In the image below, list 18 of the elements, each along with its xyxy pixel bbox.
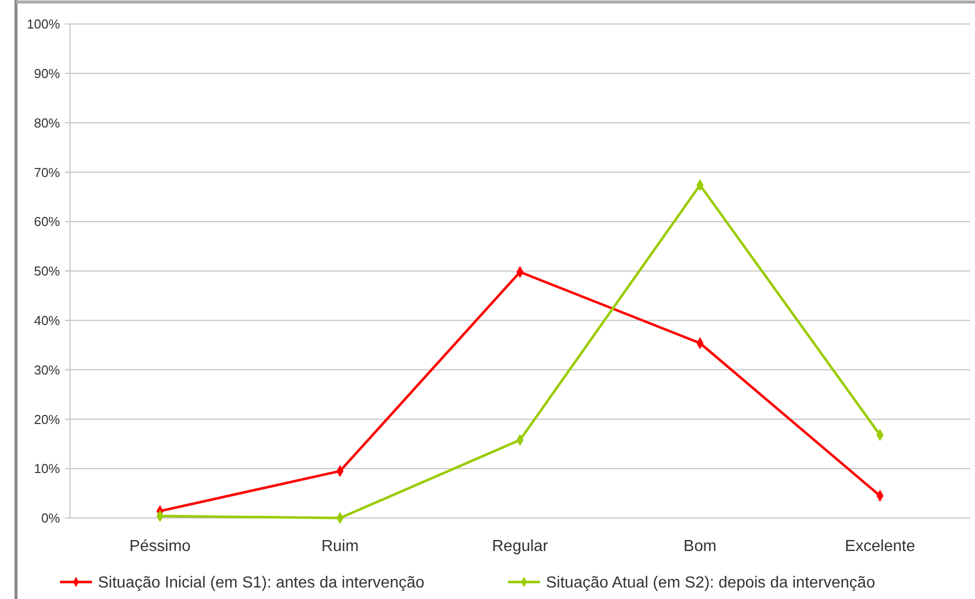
y-tick-label: 60% — [34, 214, 60, 230]
x-tick-label: Ruim — [321, 538, 359, 555]
y-tick-label: 30% — [34, 362, 60, 378]
y-tick-label: 90% — [34, 66, 60, 81]
y-tick-label: 20% — [34, 412, 60, 427]
y-tick-label: 10% — [34, 461, 60, 476]
y-tick-label: 0% — [41, 510, 60, 526]
y-tick-label: 40% — [34, 312, 60, 328]
y-tick-label: 50% — [34, 264, 60, 279]
legend-label: Situação Inicial (em S1): antes da intervenção — [98, 574, 424, 592]
x-tick-label: Excelente — [844, 538, 916, 555]
x-tick-label: Bom — [684, 538, 716, 555]
y-tick-label: 100% — [26, 16, 60, 32]
legend-label: Situação Atual (em S2): depois da intervenção — [546, 574, 876, 592]
x-tick-label: Péssimo — [129, 538, 191, 555]
y-tick-label: 70% — [34, 164, 60, 180]
x-tick-label: Regular — [492, 538, 549, 555]
y-tick-label: 80% — [34, 115, 60, 130]
